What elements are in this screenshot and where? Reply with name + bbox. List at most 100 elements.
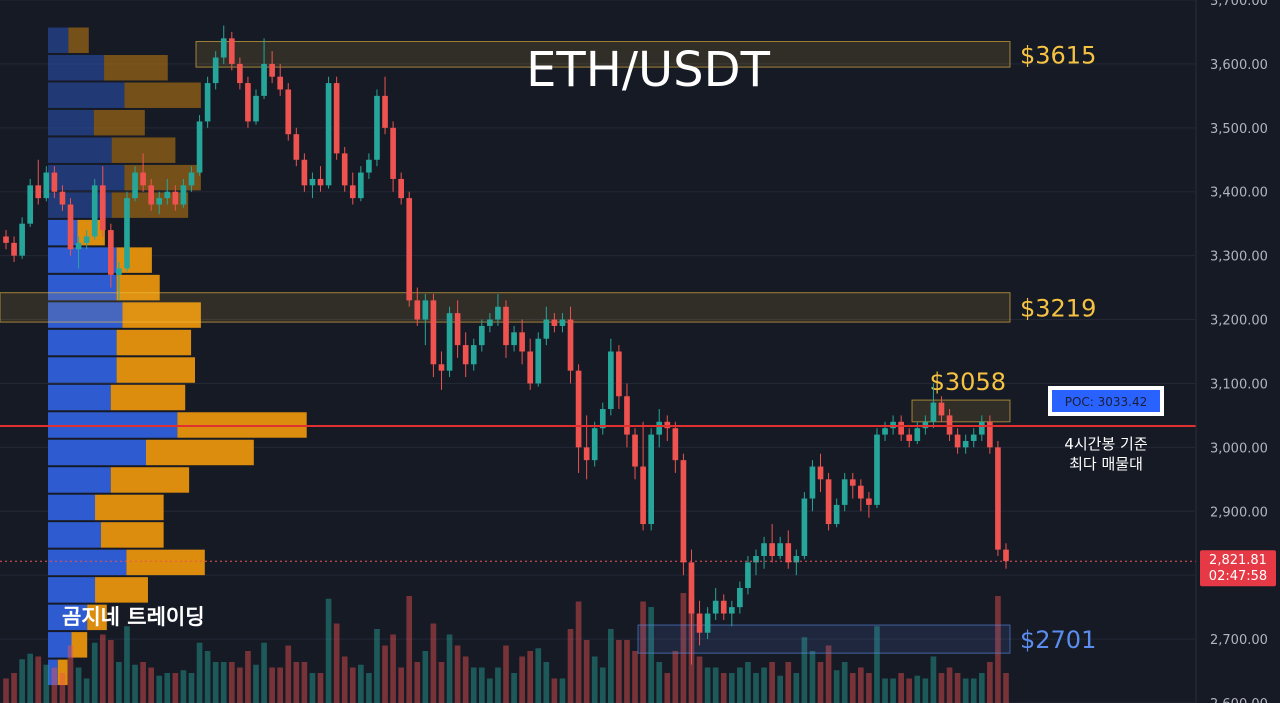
candle-body: [551, 319, 558, 326]
axis-tick-label: 3,700.00: [1210, 0, 1268, 9]
volume-bar: [180, 670, 187, 703]
vp-sell-bar: [116, 357, 195, 383]
volume-bar: [164, 673, 171, 703]
price-zone: [195, 41, 1011, 68]
candle-body: [866, 498, 872, 505]
volume-bar: [575, 601, 582, 703]
volume-bar: [785, 662, 792, 703]
candle-body: [67, 204, 74, 250]
volume-bar: [406, 596, 413, 703]
volume-bar: [382, 645, 388, 703]
volume-bar: [228, 662, 235, 703]
volume-bar: [487, 678, 493, 703]
volume-bar: [462, 656, 469, 703]
vp-sell-bar: [116, 247, 152, 273]
candle-body: [696, 613, 703, 633]
candle-body: [341, 153, 348, 186]
volume-bar: [75, 667, 82, 703]
axis-tick-label: 3,200.00: [1210, 314, 1268, 329]
volume-bar: [43, 664, 50, 703]
candle-body: [422, 300, 429, 320]
candle-body: [430, 300, 437, 365]
candle-body: [301, 159, 308, 186]
candle-body: [51, 172, 58, 192]
volume-bar: [680, 593, 687, 703]
candle-body: [970, 434, 977, 441]
volume-bar: [59, 673, 66, 703]
volume-bar: [204, 651, 211, 703]
candle-body: [640, 466, 646, 525]
candle-body: [817, 466, 824, 480]
candle-body: [874, 434, 880, 505]
axis-tick-label: 3,300.00: [1210, 250, 1268, 265]
volume-bar: [108, 640, 114, 703]
volume-bar: [212, 662, 219, 703]
volume-bar: [970, 678, 977, 703]
candle-body: [180, 185, 187, 205]
candle-body: [470, 345, 477, 365]
volume-bar: [809, 651, 816, 703]
candle-body: [140, 172, 146, 186]
vp-sell-bar: [68, 27, 89, 54]
candle-body: [720, 600, 727, 614]
poc-label: POC: 3033.42: [1065, 395, 1148, 409]
volume-bar: [922, 678, 929, 703]
volume-bar: [91, 642, 98, 703]
volume-bar: [261, 642, 267, 703]
volume-bar: [454, 645, 461, 703]
candlesticks: [3, 25, 1009, 665]
candle-body: [946, 415, 953, 435]
volume-bar: [833, 670, 840, 703]
volume-bar: [309, 673, 316, 703]
volume-bar: [301, 662, 308, 703]
volume-bar: [978, 673, 985, 703]
axis-tick-label: 3,000.00: [1210, 441, 1268, 456]
chart-title: ETH/USDT: [526, 42, 770, 98]
volume-bar: [293, 662, 300, 703]
candle-body: [608, 351, 614, 410]
candle-body: [809, 466, 816, 499]
candle-body: [785, 543, 792, 563]
candle-body: [212, 57, 219, 84]
vp-buy-bar: [48, 577, 96, 603]
volume-bar: [148, 667, 154, 703]
candle-body: [19, 223, 25, 256]
volume-bar: [511, 673, 517, 703]
candle-body: [454, 313, 461, 346]
candle-body: [954, 434, 961, 448]
current-price-badge: [1200, 550, 1276, 587]
axis-tick-label: 3,600.00: [1210, 58, 1268, 73]
volume-bar: [987, 662, 993, 703]
candle-body: [712, 600, 719, 614]
candle-body: [559, 319, 566, 326]
axis-tick-label: 3,500.00: [1210, 122, 1268, 137]
candle-body: [648, 434, 654, 525]
volume-bar: [608, 629, 614, 703]
volume-bar: [285, 645, 292, 703]
candle-body: [293, 134, 300, 160]
poc-note-line2: 최다 매물대: [1069, 455, 1143, 473]
volume-bar: [817, 662, 824, 703]
vp-buy-bar: [48, 329, 117, 356]
volume-bar: [858, 667, 864, 703]
candle-body: [108, 230, 114, 275]
volume-bar: [83, 678, 90, 703]
volume-bar: [398, 667, 404, 703]
volume-bar: [914, 675, 921, 703]
candle-body: [849, 479, 856, 486]
candle-body: [309, 178, 316, 186]
volume-bar: [898, 673, 904, 703]
volume-bar: [317, 673, 324, 703]
volume-bar: [325, 598, 332, 703]
price-axis[interactable]: 3,700.00 3,600.00 3,500.00 3,400.00 3,300.00…: [1195, 0, 1276, 703]
volume-bar: [188, 673, 195, 703]
zone-label: $3615: [1020, 41, 1096, 69]
vp-buy-bar: [48, 494, 96, 521]
candle-body: [358, 172, 364, 199]
axis-tick-label: 2,900.00: [1210, 505, 1268, 520]
candle-body: [906, 434, 913, 441]
volume-bar: [696, 656, 703, 703]
